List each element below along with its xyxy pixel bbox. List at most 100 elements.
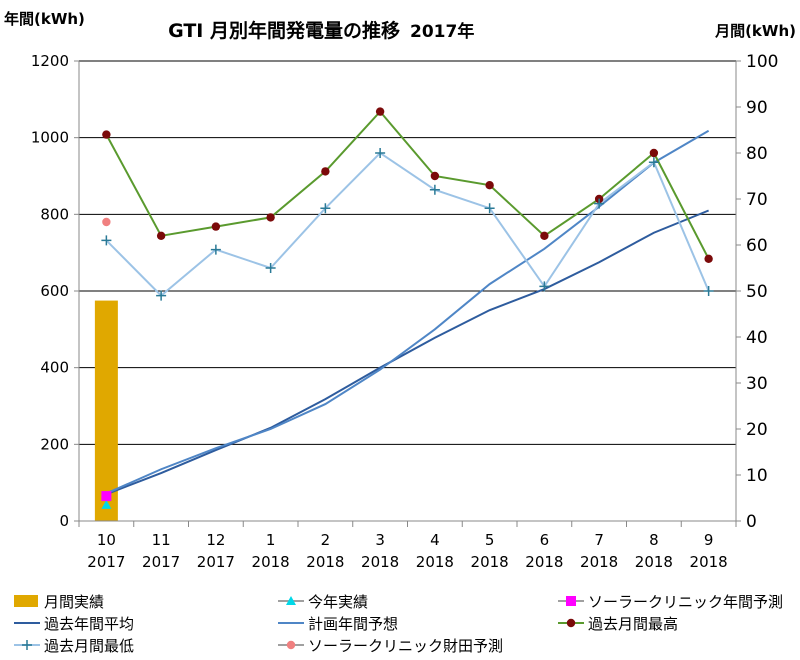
point	[101, 499, 112, 509]
chart-title: GTI 月別年間発電量の推移	[168, 19, 400, 42]
legend-marker	[286, 640, 296, 650]
x-tick-label-month: 3	[375, 531, 385, 549]
legend-marker	[566, 596, 576, 606]
x-tick-label-year: 2018	[361, 553, 399, 571]
point	[211, 222, 221, 231]
y-tick-label-right: 70	[746, 190, 768, 210]
legend-item: 過去年間平均	[14, 615, 134, 633]
x-tick-label-month: 4	[430, 531, 440, 549]
chart-subtitle: 2017年	[410, 21, 474, 42]
x-tick-label-month: 11	[152, 531, 171, 549]
x-tick-label-year: 2018	[635, 553, 673, 571]
x-tick-label-year: 2018	[471, 553, 509, 571]
point	[265, 263, 276, 273]
x-tick-label-year: 2017	[197, 553, 235, 571]
point	[156, 231, 166, 240]
point	[703, 286, 714, 296]
y-tick-label-right: 90	[746, 98, 768, 118]
point	[429, 184, 440, 195]
legend-label: ソーラークリニック年間予測	[588, 593, 783, 611]
point	[540, 231, 549, 240]
legend-label: 今年実績	[308, 593, 368, 611]
point	[594, 198, 605, 209]
point	[485, 181, 494, 190]
point	[484, 203, 495, 214]
x-tick-label-month: 10	[97, 531, 116, 549]
x-tick-label-year: 2018	[306, 553, 344, 571]
y-tick-label-left: 1200	[31, 52, 69, 70]
y-tick-label-left: 400	[40, 359, 69, 377]
y-tick-label-right: 40	[746, 328, 768, 348]
y-tick-label-right: 100	[746, 52, 778, 72]
line-series-5	[105, 110, 710, 260]
legend-label: 過去月間最高	[588, 615, 678, 633]
legend-marker	[286, 596, 296, 605]
point	[320, 203, 331, 214]
line-series-6	[105, 151, 710, 297]
point	[704, 254, 713, 263]
point	[102, 217, 111, 227]
point	[375, 107, 385, 116]
point	[210, 244, 221, 255]
x-tick-label-month: 8	[649, 531, 659, 549]
x-tick-label-month: 9	[704, 531, 714, 549]
x-tick-label-year: 2018	[525, 553, 563, 571]
line-series-4	[105, 129, 710, 495]
legend-item: 今年実績	[278, 593, 368, 611]
y-tick-label-left: 1000	[31, 129, 69, 147]
y-tick-label-left: 800	[40, 205, 69, 223]
y-tick-label-right: 30	[746, 374, 768, 394]
chart-text: 0 200 400 600 800 1000 1200 0 10 20 30 40 50 60 70 80 90…	[4, 10, 796, 571]
point	[321, 167, 330, 176]
x-tick-label-year: 2018	[416, 553, 454, 571]
legend-item: 過去月間最高	[558, 615, 678, 633]
legend-marker	[566, 618, 576, 628]
y-tick-label-left: 200	[40, 435, 69, 453]
legend-label: 過去年間平均	[44, 615, 134, 633]
point	[539, 281, 550, 292]
y-tick-label-right: 0	[746, 512, 757, 532]
chart-axes	[74, 60, 741, 527]
x-tick-label-year: 2018	[690, 553, 728, 571]
x-tick-label-year: 2017	[142, 553, 180, 571]
x-tick-label-month: 6	[540, 531, 550, 549]
legend-label: 過去月間最低	[44, 637, 134, 655]
point	[156, 290, 167, 301]
x-tick-label-year: 2018	[580, 553, 618, 571]
bar	[94, 300, 118, 521]
legend-label: 計画年間予想	[308, 615, 398, 633]
x-tick-label-year: 2018	[252, 553, 290, 571]
x-tick-label-month: 12	[206, 531, 225, 549]
point	[648, 157, 659, 168]
x-tick-label-year: 2017	[87, 553, 125, 571]
y-tick-label-right: 60	[746, 236, 768, 256]
point	[102, 130, 111, 139]
y-tick-label-left: 600	[40, 282, 69, 300]
legend-label: ソーラークリニック財田予測	[308, 637, 503, 655]
y-axis-label-left: 年間(kWh)	[4, 10, 85, 28]
x-tick-label-month: 1	[266, 531, 276, 549]
line-series	[105, 110, 710, 496]
x-tick-label-month: 5	[485, 531, 495, 549]
chart-grid	[79, 60, 736, 445]
legend-marker	[22, 640, 32, 650]
point	[649, 148, 659, 158]
legend-label: 月間実績	[44, 593, 104, 611]
y-tick-label-left: 0	[59, 512, 69, 530]
marker-series	[101, 107, 714, 509]
y-axis-label-right: 月間(kWh)	[714, 22, 796, 40]
legend-swatch	[14, 595, 38, 607]
legend-item: ソーラークリニック財田予測	[278, 637, 503, 655]
point	[375, 148, 386, 158]
y-tick-label-right: 50	[746, 282, 768, 302]
point	[101, 235, 112, 246]
y-tick-label-right: 80	[746, 144, 768, 164]
legend-item: 計画年間予想	[278, 615, 398, 633]
bar-series	[94, 300, 118, 521]
y-tick-label-right: 20	[746, 420, 768, 440]
legend-item: 過去月間最低	[14, 637, 134, 655]
legend-item: ソーラークリニック年間予測	[558, 593, 783, 611]
y-tick-label-right: 10	[746, 466, 768, 486]
